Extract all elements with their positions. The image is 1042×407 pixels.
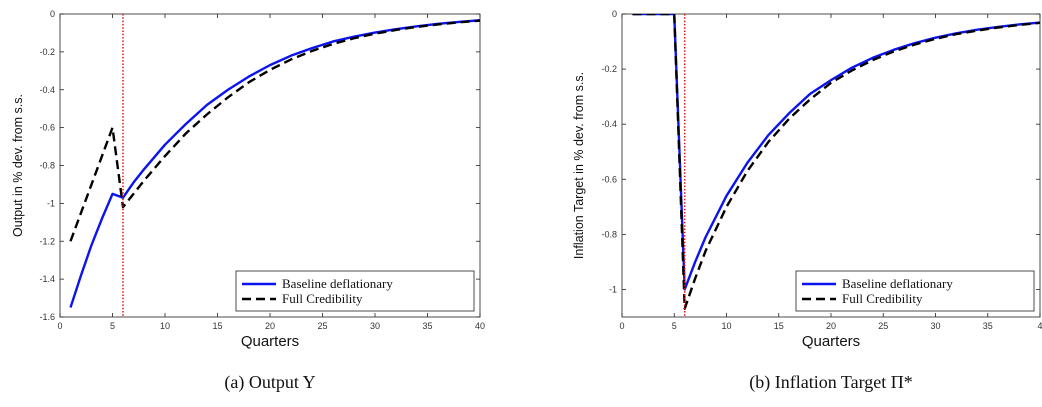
y-tick-label: -0.4 — [39, 85, 55, 95]
x-tick-label: 25 — [878, 321, 888, 331]
y-tick-label: -1 — [609, 284, 617, 294]
x-axis-title: Quarters — [802, 333, 860, 350]
series-line-baseline — [632, 14, 1040, 291]
x-tick-label: 30 — [370, 321, 380, 331]
y-tick-label: -1.6 — [39, 312, 55, 322]
x-tick-label: 40 — [475, 321, 485, 331]
x-tick-label: 15 — [212, 321, 222, 331]
x-tick-label: 5 — [110, 321, 115, 331]
y-tick-label: -0.6 — [601, 174, 617, 184]
y-axis-title: Output in % dev. from s.s. — [11, 94, 25, 237]
series-line-full-credibility — [632, 14, 1040, 310]
y-tick-label: -0.2 — [39, 47, 55, 57]
legend-label: Baseline deflationary — [842, 276, 953, 291]
y-tick-label: -0.2 — [601, 64, 617, 74]
x-axis-title: Quarters — [241, 333, 299, 350]
y-tick-label: -0.8 — [39, 161, 55, 171]
x-tick-label: 35 — [422, 321, 432, 331]
series-line-full-credibility — [69, 19, 480, 242]
x-tick-label: 15 — [774, 321, 784, 331]
figure-caption: (b) Inflation Target Π* — [749, 372, 913, 393]
x-tick-label: 35 — [983, 321, 993, 331]
x-tick-label: 0 — [57, 321, 62, 331]
legend-label: Full Credibility — [282, 291, 363, 306]
chart-panel-1: 0 5 10 15 20 25 30 35 40-0.2-0.4-0.6-0.8-1Quarte… — [572, 9, 1042, 393]
y-tick-label: -0.8 — [601, 229, 617, 239]
x-tick-label: 10 — [160, 321, 170, 331]
y-axis-title: Inflation Target in % dev. from s.s. — [572, 72, 586, 259]
legend-box — [795, 270, 1035, 312]
chart-panel-0: 0 5 10 15 20 25 30 35 40 0 -0.2 -0.4 -0.6 -0.8 -1 -1.2 -… — [11, 9, 485, 393]
x-tick-label: 30 — [930, 321, 940, 331]
y-tick-label: -1.2 — [39, 236, 55, 246]
legend-label: Baseline deflationary — [282, 276, 393, 291]
legend-label: Full Credibility — [842, 291, 923, 306]
y-tick-label: 0 — [612, 9, 617, 19]
x-tick-label: 4 — [1037, 321, 1042, 331]
y-tick-label: -0.6 — [39, 123, 55, 133]
y-tick-label: -1.4 — [39, 274, 55, 284]
x-tick-label: 20 — [265, 321, 275, 331]
x-tick-label: 25 — [317, 321, 327, 331]
x-tick-label: 0 — [619, 321, 624, 331]
series-line-baseline — [69, 19, 480, 308]
x-tick-label: 5 — [672, 321, 677, 331]
y-tick-label: -1 — [47, 198, 55, 208]
x-tick-label: 20 — [826, 321, 836, 331]
figure-caption: (a) Output Y — [224, 372, 315, 393]
y-tick-label: -0.4 — [601, 119, 617, 129]
x-tick-label: 10 — [721, 321, 731, 331]
legend-box — [235, 270, 475, 312]
y-tick-label: 0 — [50, 9, 55, 19]
